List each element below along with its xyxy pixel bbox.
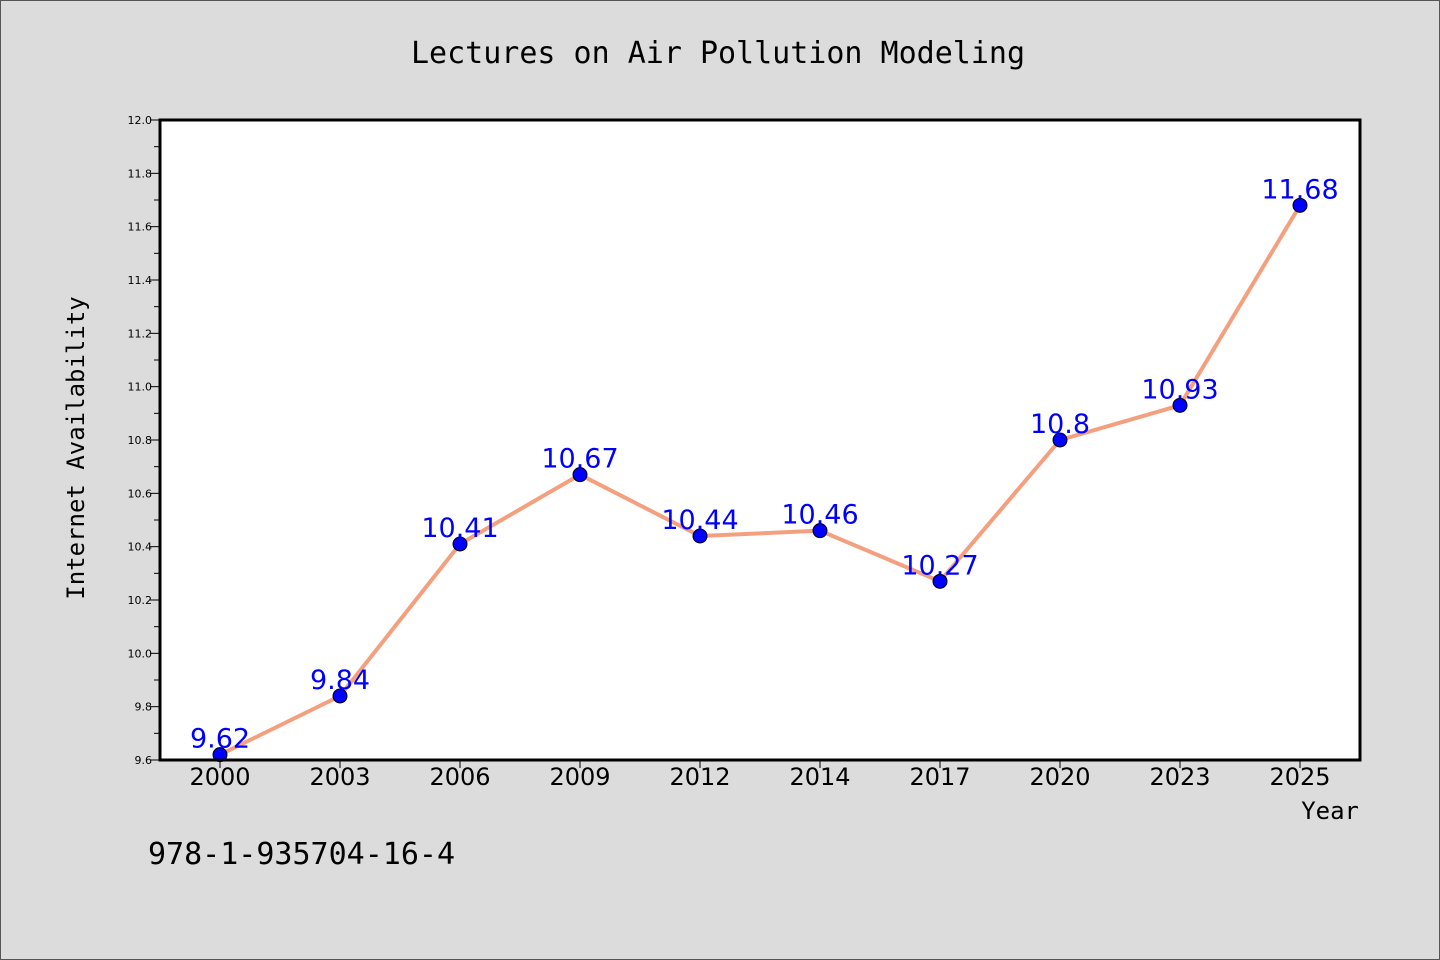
y-tick-label: 11.6 [128,221,153,234]
x-tick-label: 2020 [1029,763,1090,791]
data-label: 10.8 [1030,409,1090,440]
data-point [932,573,948,589]
y-tick-label: 11.8 [128,167,153,180]
y-tick-label: 9.6 [135,754,153,767]
data-label: 9.84 [310,665,370,696]
data-point [1172,397,1188,413]
x-tick-label: 2006 [429,763,490,791]
data-label: 10.27 [901,550,978,581]
y-tick-label: 10.2 [128,594,153,607]
data-label: 11.68 [1261,174,1338,205]
x-tick-label: 2017 [909,763,970,791]
data-label: 10.93 [1141,374,1218,405]
y-axis-label: Internet Availability [62,296,90,599]
x-tick-label: 2025 [1269,763,1330,791]
data-label: 10.41 [421,513,498,544]
x-axis-label: Year [1301,797,1359,825]
data-label: 10.46 [781,500,858,531]
data-point [1292,197,1308,213]
chart-title: Lectures on Air Pollution Modeling [411,36,1025,71]
isbn-text: 978-1-935704-16-4 [148,837,455,872]
y-tick-label: 10.6 [128,487,153,500]
data-label: 10.44 [661,505,738,536]
x-tick-label: 2003 [309,763,370,791]
y-tick-label: 12.0 [128,114,153,127]
x-axis-ticks: 2000 2003 2006 2009 2012 2014 2017 2020 2023 2025 [189,760,1331,791]
y-tick-label: 10.8 [128,434,153,447]
data-point [692,528,708,544]
y-tick-label: 11.4 [128,274,153,287]
data-label: 10.67 [541,444,618,475]
x-tick-label: 2023 [1149,763,1210,791]
data-point [812,523,828,539]
series-line [219,204,1302,757]
y-tick-label: 10.4 [128,541,153,554]
x-tick-label: 2009 [549,763,610,791]
data-label: 9.62 [190,724,250,755]
x-tick-label: 2000 [189,763,250,791]
series-group: 9.62 9.84 10.41 10.67 10.44 10.46 10.27 10.8 10.… [190,174,1339,763]
plot-frame [158,118,1362,762]
y-tick-label: 10.0 [128,647,153,660]
y-tick-label: 11.0 [128,381,153,394]
data-point [572,467,588,483]
data-point [212,747,228,763]
x-tick-label: 2014 [789,763,850,791]
data-point [332,688,348,704]
data-point [452,536,468,552]
y-tick-label: 9.8 [135,701,153,714]
y-axis-ticks: 9.6 9.8 10.0 10.2 10.4 10.6 10.8 11.0 11.2 11.4 11… [128,114,160,767]
data-point [1052,432,1068,448]
x-tick-label: 2012 [669,763,730,791]
plot-area [160,120,1360,760]
y-tick-label: 11.2 [128,327,153,340]
